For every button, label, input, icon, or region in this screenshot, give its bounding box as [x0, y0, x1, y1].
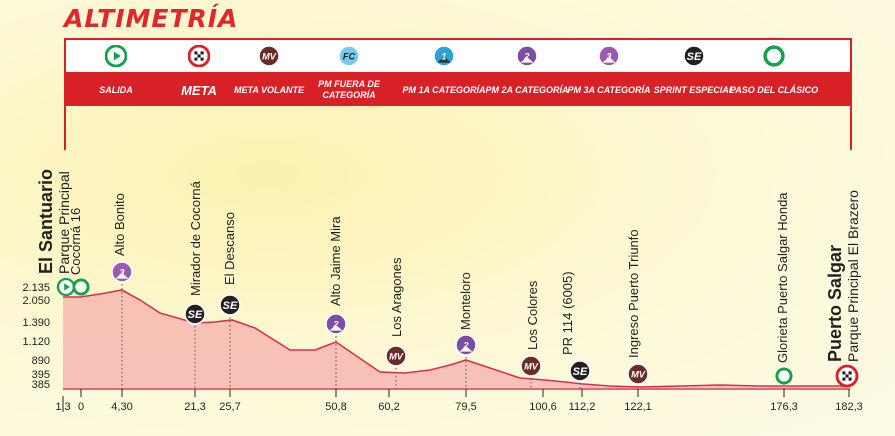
svg-text:1: 1 — [441, 51, 446, 61]
legend-label: META — [181, 82, 217, 98]
mv-marker: MV — [385, 345, 407, 367]
legend-item-1: SALIDA — [71, 40, 161, 106]
y-tick-label: 2.135 — [22, 282, 50, 294]
paso-marker — [775, 367, 793, 385]
cat1-icon: 1 — [433, 45, 455, 67]
mv-icon: MV — [258, 45, 280, 67]
place-label: Puerto Salgar — [825, 244, 845, 362]
legend-item-2: META — [154, 40, 244, 106]
legend-item-9: PASO DEL CLÁSICO — [729, 40, 819, 106]
place-label: Ingreso Puerto Triunfo — [626, 229, 641, 358]
svg-text:2: 2 — [462, 340, 469, 350]
place-label: El Descanso — [222, 212, 237, 285]
svg-text:MV: MV — [389, 351, 404, 361]
start-marker — [56, 277, 76, 297]
legend-label: PM FUERA DE CATEGORÍA — [318, 79, 380, 100]
x-tick-label: 182,3 — [835, 401, 863, 413]
chart-left-border — [64, 106, 66, 150]
y-tick-label: 1.390 — [22, 317, 50, 329]
svg-text:SE: SE — [687, 51, 702, 63]
svg-text:SE: SE — [223, 300, 238, 312]
mv-marker: MV — [520, 355, 542, 377]
x-tick-label: 60,2 — [378, 401, 399, 413]
svg-text:FC: FC — [343, 51, 356, 61]
legend-item-7: 3 PM 3A CATEGORÍA — [564, 40, 654, 106]
legend-band — [66, 72, 850, 106]
legend-item-8: SE SPRINT ESPECIAL — [649, 40, 739, 106]
place-label: Mirador de Cocorná — [188, 181, 203, 296]
place-label: Los Aragones — [389, 257, 404, 337]
legend-item-6: 2 PM 2A CATEGORÍA — [482, 40, 572, 106]
cat2-marker: 2 — [325, 313, 347, 335]
x-tick-label: 25,7 — [219, 401, 240, 413]
x-tick-label: 0 — [78, 401, 84, 413]
cat3-icon: 3 — [598, 45, 620, 67]
elevation-line — [63, 289, 849, 388]
place-label: PR 114 (6005) — [560, 271, 575, 355]
y-tick-label: 890 — [32, 355, 50, 367]
svg-text:SE: SE — [573, 366, 588, 378]
finish-marker — [835, 364, 859, 388]
svg-text:3: 3 — [606, 51, 612, 61]
fc-icon: FC — [338, 45, 360, 67]
y-tick-label: 395 — [32, 369, 50, 381]
x-tick-label: 112,2 — [569, 401, 596, 413]
se-marker: SE — [569, 360, 591, 382]
y-tick-label: 1.120 — [22, 336, 50, 348]
legend-label: PM 3A CATEGORÍA — [567, 84, 651, 95]
y-tick-label: 385 — [32, 379, 50, 391]
place-label: El Santuario — [36, 168, 56, 274]
x-tick-label: 176,3 — [770, 401, 798, 413]
start-icon — [104, 44, 128, 68]
place-label: Los Colores — [525, 280, 540, 350]
svg-text:SE: SE — [188, 309, 203, 321]
x-tick-label: 79,5 — [455, 401, 476, 413]
svg-text:MV: MV — [262, 51, 277, 61]
elevation-area — [63, 290, 849, 389]
legend-label: SPRINT ESPECIAL — [653, 84, 735, 95]
legend-label: META VOLANTE — [234, 84, 304, 95]
paso-icon — [763, 45, 785, 67]
legend-label: PM 1A CATEGORÍA — [402, 84, 486, 95]
se-marker: SE — [219, 294, 241, 316]
se-icon: SE — [683, 45, 705, 67]
place-label: Alto Jaime Mira — [328, 216, 343, 306]
x-tick-label: 21,3 — [184, 401, 205, 413]
legend-label: SALIDA — [99, 84, 133, 95]
cat2-icon: 2 — [516, 45, 538, 67]
cat3-marker: 3 — [111, 261, 133, 283]
x-tick-label: 4,30 — [111, 401, 132, 413]
y-tick-label: 2.050 — [22, 295, 50, 307]
chart-right-border — [850, 106, 852, 150]
place-label: Glorieta Puerto Salgar Honda — [775, 192, 790, 363]
page-title: ALTIMETRÍA — [64, 4, 239, 33]
svg-text:3: 3 — [119, 267, 125, 277]
svg-text:2: 2 — [523, 51, 530, 61]
legend-item-5: 1 PM 1A CATEGORÍA — [399, 40, 489, 106]
legend: SALIDA META MV META VOLANTE FC PM FUERA DE CA… — [64, 38, 852, 106]
mv-marker: MV — [627, 363, 649, 385]
cat2-marker: 2 — [455, 334, 477, 356]
place-sublabel: Parque Principal El Brazero — [845, 190, 861, 362]
se-marker: SE — [184, 303, 206, 325]
legend-label: PASO DEL CLÁSICO — [729, 84, 819, 95]
svg-text:MV: MV — [631, 369, 646, 379]
place-label: Alto Bonito — [112, 193, 127, 256]
paso-marker — [72, 278, 90, 296]
svg-text:MV: MV — [524, 361, 539, 371]
place-label: Cocorná 16 — [68, 207, 83, 275]
svg-text:2: 2 — [332, 319, 339, 329]
legend-item-4: FC PM FUERA DE CATEGORÍA — [304, 40, 394, 106]
finish-flag-icon — [187, 44, 211, 68]
x-tick-label: 122,1 — [624, 401, 652, 413]
place-label: Monteloro — [458, 272, 473, 330]
legend-item-3: MV META VOLANTE — [224, 40, 314, 106]
x-tick-label: 50,8 — [325, 401, 346, 413]
legend-label: PM 2A CATEGORÍA — [485, 84, 569, 95]
x-tick-label: 100,6 — [529, 401, 557, 413]
